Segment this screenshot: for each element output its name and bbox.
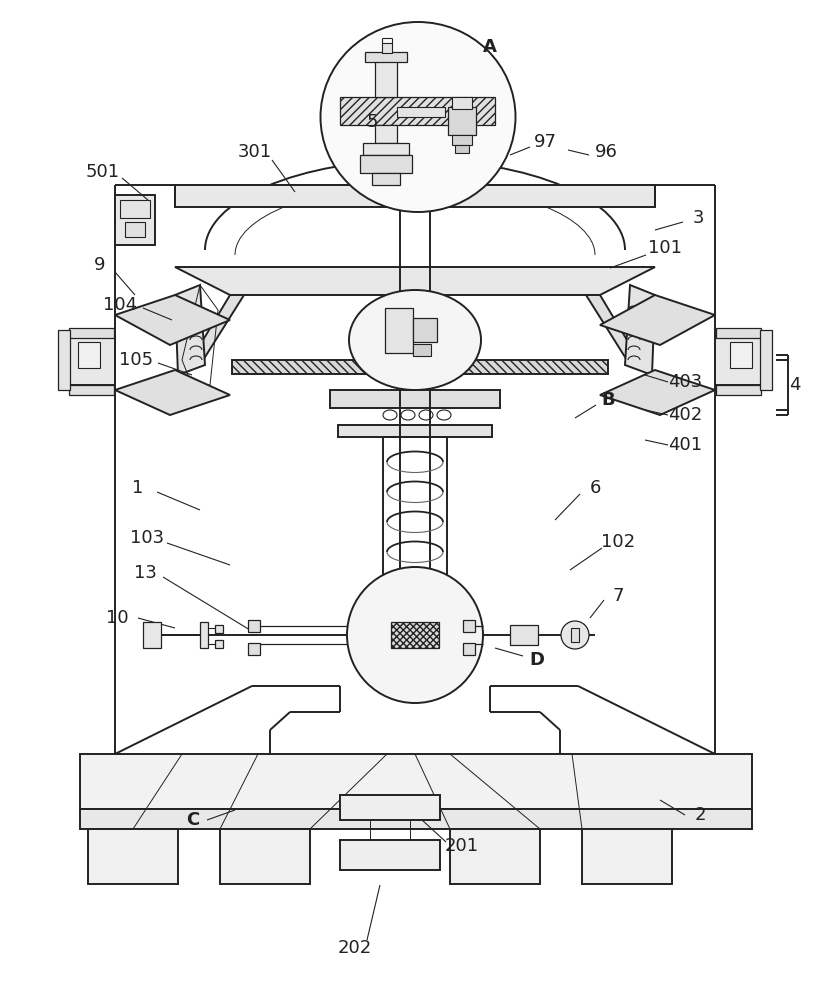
Bar [413,318,437,342]
Text: 202: 202 [338,939,372,957]
Text: 201: 201 [445,837,479,855]
Bar [78,342,100,368]
Polygon shape [600,295,715,345]
Bar [760,330,772,390]
Bar [340,97,495,125]
Text: 103: 103 [130,529,164,547]
Text: 97: 97 [534,133,556,151]
Bar [730,342,752,368]
Text: 105: 105 [119,351,153,369]
Text: 10: 10 [105,609,129,627]
Bar [716,385,761,395]
Bar [455,145,469,153]
Polygon shape [115,295,230,345]
Bar [510,625,538,645]
Bar [715,335,762,385]
Bar [452,135,472,145]
Text: 2: 2 [694,806,706,824]
Bar [340,795,440,820]
Polygon shape [175,285,205,375]
Bar [582,829,672,884]
Bar [175,185,655,207]
Ellipse shape [349,290,481,390]
Text: C: C [187,811,200,829]
Bar [363,143,409,155]
Bar [375,125,397,143]
Bar [716,328,761,338]
Text: 101: 101 [648,239,682,257]
Bar [448,107,476,135]
Bar [58,330,70,390]
Text: A: A [483,38,497,56]
Polygon shape [188,295,244,365]
Text: B: B [601,391,615,409]
Text: D: D [530,651,544,669]
Ellipse shape [320,22,515,212]
Text: 4: 4 [789,376,801,394]
Bar [220,829,310,884]
Bar [215,640,223,648]
Text: 96: 96 [594,143,618,161]
Bar [452,97,472,109]
Bar [115,195,155,245]
Polygon shape [600,370,715,415]
Bar [68,335,115,385]
Bar [69,385,114,395]
Bar [232,360,608,374]
Bar [80,809,752,829]
Polygon shape [115,370,230,415]
Bar [375,60,397,97]
Bar [143,622,161,648]
Bar [391,622,439,648]
Bar [385,308,413,353]
Bar [383,437,447,677]
Text: 402: 402 [668,406,702,424]
Text: 301: 301 [238,143,272,161]
Bar [463,620,475,632]
Polygon shape [625,285,655,375]
Polygon shape [175,267,655,295]
Bar [365,52,407,62]
Bar [340,840,440,870]
Bar [125,222,145,237]
Bar [360,155,412,173]
Text: 403: 403 [668,373,702,391]
Bar [571,628,579,642]
Text: 6: 6 [589,479,601,497]
Text: 7: 7 [613,587,624,605]
Bar [200,622,208,648]
Text: 102: 102 [601,533,635,551]
Text: 401: 401 [668,436,702,454]
Text: 9: 9 [95,256,105,274]
Text: 5: 5 [366,113,378,131]
Bar [248,620,260,632]
Bar [88,829,178,884]
Text: 501: 501 [86,163,120,181]
Text: 1: 1 [132,479,144,497]
Bar [330,390,500,408]
Bar [372,173,400,185]
Bar [69,328,114,338]
Polygon shape [586,295,642,365]
Bar [248,643,260,655]
Bar [397,107,445,117]
Text: 104: 104 [103,296,137,314]
Bar [382,43,392,53]
Bar [80,754,752,809]
Bar [215,625,223,633]
Bar [463,643,475,655]
Circle shape [561,621,589,649]
Text: 3: 3 [692,209,704,227]
Bar [120,200,150,218]
Bar [413,344,431,356]
Bar [450,829,540,884]
Text: 13: 13 [134,564,156,582]
Bar [338,425,492,437]
Circle shape [347,567,483,703]
